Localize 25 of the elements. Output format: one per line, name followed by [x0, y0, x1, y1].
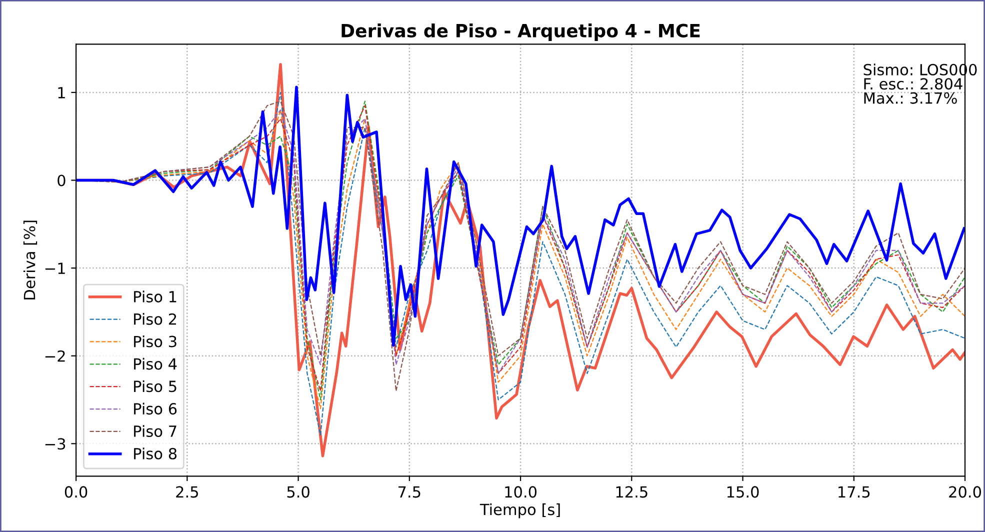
legend-label: Piso 2: [134, 313, 176, 325]
legend-label: Piso 4: [134, 358, 177, 370]
y-tick-label: 1: [58, 87, 65, 98]
legend-label: Piso 3: [134, 335, 176, 348]
legend-label: Piso 5: [134, 380, 176, 392]
legend-label: Piso 7: [134, 425, 176, 438]
x-tick-label: 10.0: [505, 486, 537, 498]
x-tick-label: 7.5: [398, 486, 420, 498]
x-tick-label: 15.0: [727, 486, 759, 498]
x-tick-label: 20.0: [949, 486, 981, 498]
legend-label: Piso 1: [134, 290, 176, 302]
x-tick-label: 17.5: [838, 486, 870, 498]
y-tick-label: 0: [58, 174, 66, 186]
x-tick-label: 2.5: [176, 486, 198, 498]
x-tick-label: 12.5: [616, 486, 648, 498]
y-tick-label: −3: [45, 438, 66, 450]
x-tick-label: 5.0: [287, 486, 310, 498]
legend-label: Piso 8: [134, 448, 177, 460]
chart-title: Derivas de Piso - Arquetipo 4 - MCE: [342, 23, 700, 41]
y-tick-label: −2: [45, 350, 65, 362]
y-tick-label: −1: [45, 262, 65, 274]
x-tick-label: 0.0: [64, 486, 88, 498]
legend-label: Piso 6: [134, 402, 177, 415]
x-axis-title: Tiempo [s]: [480, 503, 560, 518]
y-axis-title: Deriva [%]: [23, 220, 38, 300]
